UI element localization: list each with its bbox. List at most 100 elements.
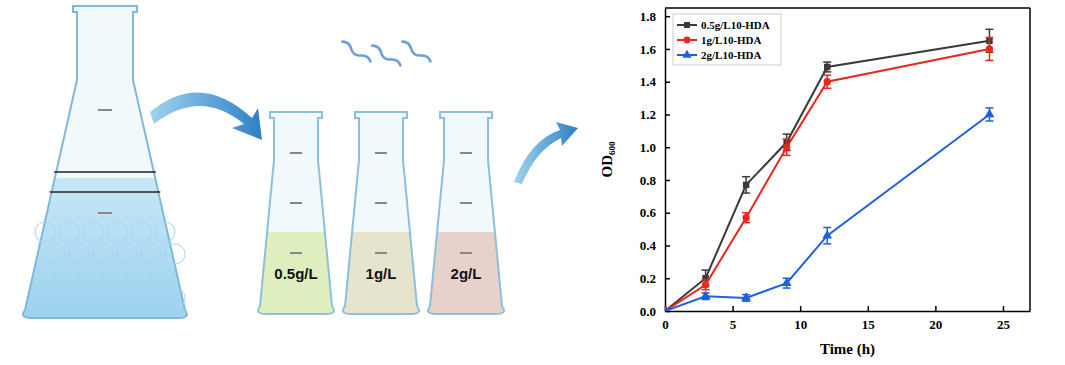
flask-label: 2g/L xyxy=(451,265,482,282)
liquid-line xyxy=(50,191,161,193)
x-axis: 0510152025 xyxy=(662,306,1030,332)
error-cap xyxy=(702,279,710,281)
scale-mark xyxy=(460,202,472,204)
y-tick-mark xyxy=(665,278,670,280)
marker xyxy=(701,291,711,300)
y-tick: 0.4 xyxy=(640,238,670,253)
y-tick: 1.4 xyxy=(640,74,670,89)
legend-box xyxy=(673,14,781,65)
legend-label: 1g/L10-HDA xyxy=(701,34,762,46)
error-bar xyxy=(985,108,993,121)
bubble xyxy=(117,288,137,308)
x-tick-label: 20 xyxy=(929,317,942,332)
bubble xyxy=(107,266,127,286)
bubble xyxy=(165,244,185,264)
error-cap xyxy=(783,133,791,135)
wave xyxy=(340,40,372,65)
y-tick-mark xyxy=(665,147,670,149)
x-tick-label: 0 xyxy=(662,317,669,332)
error-cap xyxy=(783,287,791,289)
figure: 0.5g/L1g/L2g/L05101520250.00.20.40.60.81… xyxy=(0,0,1065,365)
bubble xyxy=(93,244,113,264)
big-flask-glass xyxy=(23,6,187,318)
y-tick-mark xyxy=(665,245,670,247)
scale-mark xyxy=(375,152,387,154)
liquid-line xyxy=(54,171,156,173)
scale-mark xyxy=(98,109,112,111)
bubble xyxy=(131,222,151,242)
y-tick-label: 0.6 xyxy=(640,205,657,220)
scale-mark xyxy=(290,252,302,254)
y-tick-mark xyxy=(665,212,670,214)
error-bar xyxy=(702,280,710,290)
small-flask: 0.5g/L xyxy=(258,112,334,314)
error-cap xyxy=(823,61,831,63)
y-tick-label: 0.0 xyxy=(640,304,656,319)
series xyxy=(665,37,993,311)
legend-entry: 2g/L10-HDA xyxy=(677,49,762,61)
bubble xyxy=(35,222,55,242)
scale-mark xyxy=(290,152,302,154)
small-flask-glass xyxy=(428,112,504,314)
error-cap xyxy=(985,29,993,31)
y-tick-label: 1.2 xyxy=(640,107,656,122)
series-line xyxy=(665,49,989,311)
marker xyxy=(986,45,993,52)
x-tick-mark xyxy=(1003,306,1005,311)
error-cap xyxy=(823,227,831,229)
marker xyxy=(822,230,832,239)
bubble xyxy=(83,266,103,286)
y-tick-label: 0.8 xyxy=(640,173,657,188)
y-tick: 0.0 xyxy=(640,304,670,319)
y-tick-mark xyxy=(665,81,670,83)
x-tick: 25 xyxy=(997,306,1011,332)
error-bar xyxy=(742,177,750,193)
y-axis-line xyxy=(665,9,667,312)
error-bar xyxy=(823,62,831,72)
wave xyxy=(370,44,402,69)
error-cap xyxy=(742,176,750,178)
chart: 05101520250.00.20.40.60.81.01.21.41.61.8… xyxy=(599,8,1031,358)
x-tick: 20 xyxy=(929,306,942,332)
frame-top xyxy=(665,7,1030,9)
small-flask: 2g/L xyxy=(428,112,504,314)
legend-label: 0.5g/L10-HDA xyxy=(701,19,770,31)
x-tick-label: 10 xyxy=(794,317,807,332)
y-tick-mark xyxy=(665,180,670,182)
y-tick-label: 0.2 xyxy=(640,271,656,286)
y-tick-label: 1.0 xyxy=(640,140,656,155)
big-flask xyxy=(23,6,187,318)
error-cap xyxy=(742,222,750,224)
error-bar xyxy=(985,37,993,60)
error-bar xyxy=(823,75,831,88)
x-tick-mark xyxy=(935,306,937,311)
illustration: 0.5g/L 1g/L 2g/L xyxy=(23,6,578,318)
bubble xyxy=(83,222,103,242)
error-cap xyxy=(985,60,993,62)
error-cap xyxy=(985,37,993,39)
y-tick-label: 1.8 xyxy=(640,9,657,24)
flask-label: 1g/L xyxy=(366,265,397,282)
x-axis-line xyxy=(666,311,1031,313)
legend-entry: 0.5g/L10-HDA xyxy=(677,19,770,31)
y-tick-label: 1.6 xyxy=(640,42,657,57)
error-cap xyxy=(823,74,831,76)
bubble xyxy=(117,244,137,264)
bubble xyxy=(141,288,161,308)
frame-right xyxy=(1029,8,1031,311)
x-tick-label: 5 xyxy=(730,317,737,332)
error-bar xyxy=(783,278,791,288)
y-tick: 1.8 xyxy=(640,9,670,24)
plot-area xyxy=(665,29,994,311)
arrow xyxy=(150,92,262,140)
bubble xyxy=(59,222,79,242)
bubble xyxy=(45,244,65,264)
arrow xyxy=(514,122,578,184)
scale-mark xyxy=(460,152,472,154)
bubble xyxy=(93,288,113,308)
small-flask: 1g/L xyxy=(343,112,419,314)
error-cap xyxy=(985,120,993,122)
x-tick-mark xyxy=(732,306,734,311)
error-cap xyxy=(702,289,710,291)
error-cap xyxy=(823,71,831,73)
